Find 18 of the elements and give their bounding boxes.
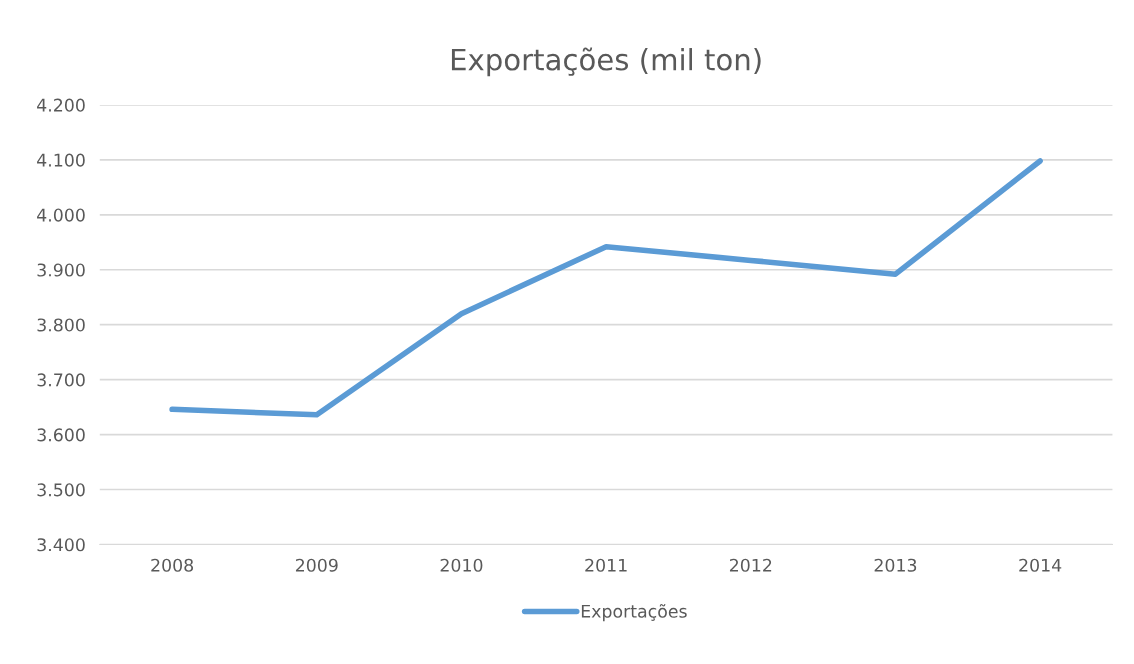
y-tick-label: 3.900	[37, 263, 85, 277]
x-tick-label: 2013	[874, 558, 917, 572]
chart-title: Exportações (mil ton)	[451, 47, 761, 77]
y-tick-label: 3.400	[37, 538, 85, 552]
x-tick-label: 2014	[1019, 558, 1062, 572]
x-tick-label: 2010	[440, 558, 483, 572]
y-tick-label: 4.100	[37, 153, 85, 167]
legend-label: Exportações	[581, 604, 687, 622]
y-tick-label: 3.500	[37, 483, 85, 497]
y-tick-label: 4.000	[37, 208, 85, 222]
x-tick-label: 2009	[295, 558, 338, 572]
y-tick-label: 3.600	[37, 428, 85, 442]
y-tick-label: 3.700	[37, 373, 85, 387]
y-tick-label: 3.800	[37, 318, 85, 332]
x-tick-label: 2011	[585, 558, 627, 572]
x-tick-label: 2012	[729, 558, 772, 572]
x-tick-label: 2008	[151, 558, 194, 572]
y-tick-label: 4.200	[37, 98, 85, 112]
